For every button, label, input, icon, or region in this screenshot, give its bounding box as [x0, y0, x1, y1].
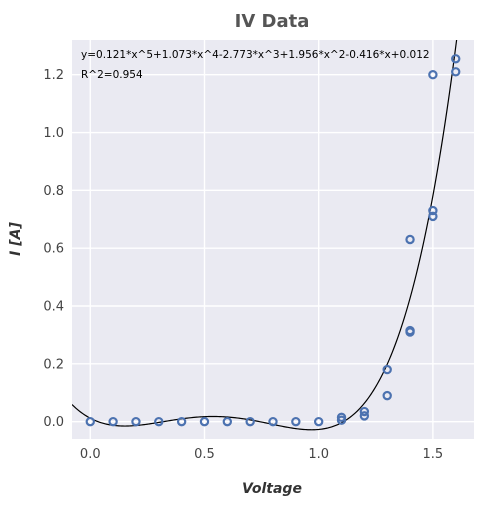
- data-point: [405, 234, 415, 245]
- data-point: [85, 416, 95, 427]
- data-point: [405, 325, 415, 336]
- data-point: [382, 364, 392, 375]
- data-point: [428, 205, 438, 216]
- y-tick-label: 0.6: [43, 242, 64, 257]
- data-point: [222, 416, 233, 427]
- y-tick-label: 0.4: [43, 300, 64, 315]
- data-points: [85, 54, 461, 427]
- data-point: [359, 406, 370, 417]
- data-point: [336, 412, 347, 423]
- y-axis-label: I [A]: [8, 222, 24, 256]
- data-point: [428, 69, 438, 80]
- data-point: [199, 416, 210, 427]
- x-tick-label: 1.0: [308, 447, 329, 462]
- data-point: [451, 54, 461, 64]
- data-point: [382, 390, 392, 401]
- data-point: [268, 416, 278, 427]
- y-tick-label: 0.8: [43, 184, 64, 199]
- data-point: [176, 416, 187, 427]
- y-tick-label: 1.2: [43, 68, 64, 83]
- data-point: [131, 416, 141, 427]
- chart-title: IV Data: [235, 11, 310, 32]
- x-axis-label: Voltage: [242, 481, 302, 497]
- data-point: [245, 416, 255, 427]
- data-point: [359, 411, 370, 421]
- y-tick-label: 0.2: [43, 357, 64, 372]
- x-tick-labels: 0.0 0.5 1.0 1.5: [80, 447, 443, 462]
- data-point: [428, 211, 438, 222]
- data-point: [451, 67, 461, 77]
- data-point: [108, 416, 118, 427]
- grid-lines: [72, 40, 474, 439]
- data-point: [154, 416, 164, 427]
- x-tick-label: 1.5: [423, 447, 444, 462]
- y-tick-label: 1.0: [43, 126, 64, 141]
- fit-equation: y=0.121*x^5+1.073*x^4-2.773*x^3+1.956*x^…: [81, 49, 430, 61]
- r-squared: R^2=0.954: [81, 69, 143, 81]
- x-tick-label: 0.0: [80, 447, 101, 462]
- data-point: [313, 416, 324, 427]
- y-tick-label: 0.0: [43, 415, 64, 430]
- x-tick-label: 0.5: [194, 447, 215, 462]
- y-tick-labels: 0.0 0.2 0.4 0.6 0.8 1.0 1.2: [43, 68, 64, 430]
- data-point: [291, 416, 301, 427]
